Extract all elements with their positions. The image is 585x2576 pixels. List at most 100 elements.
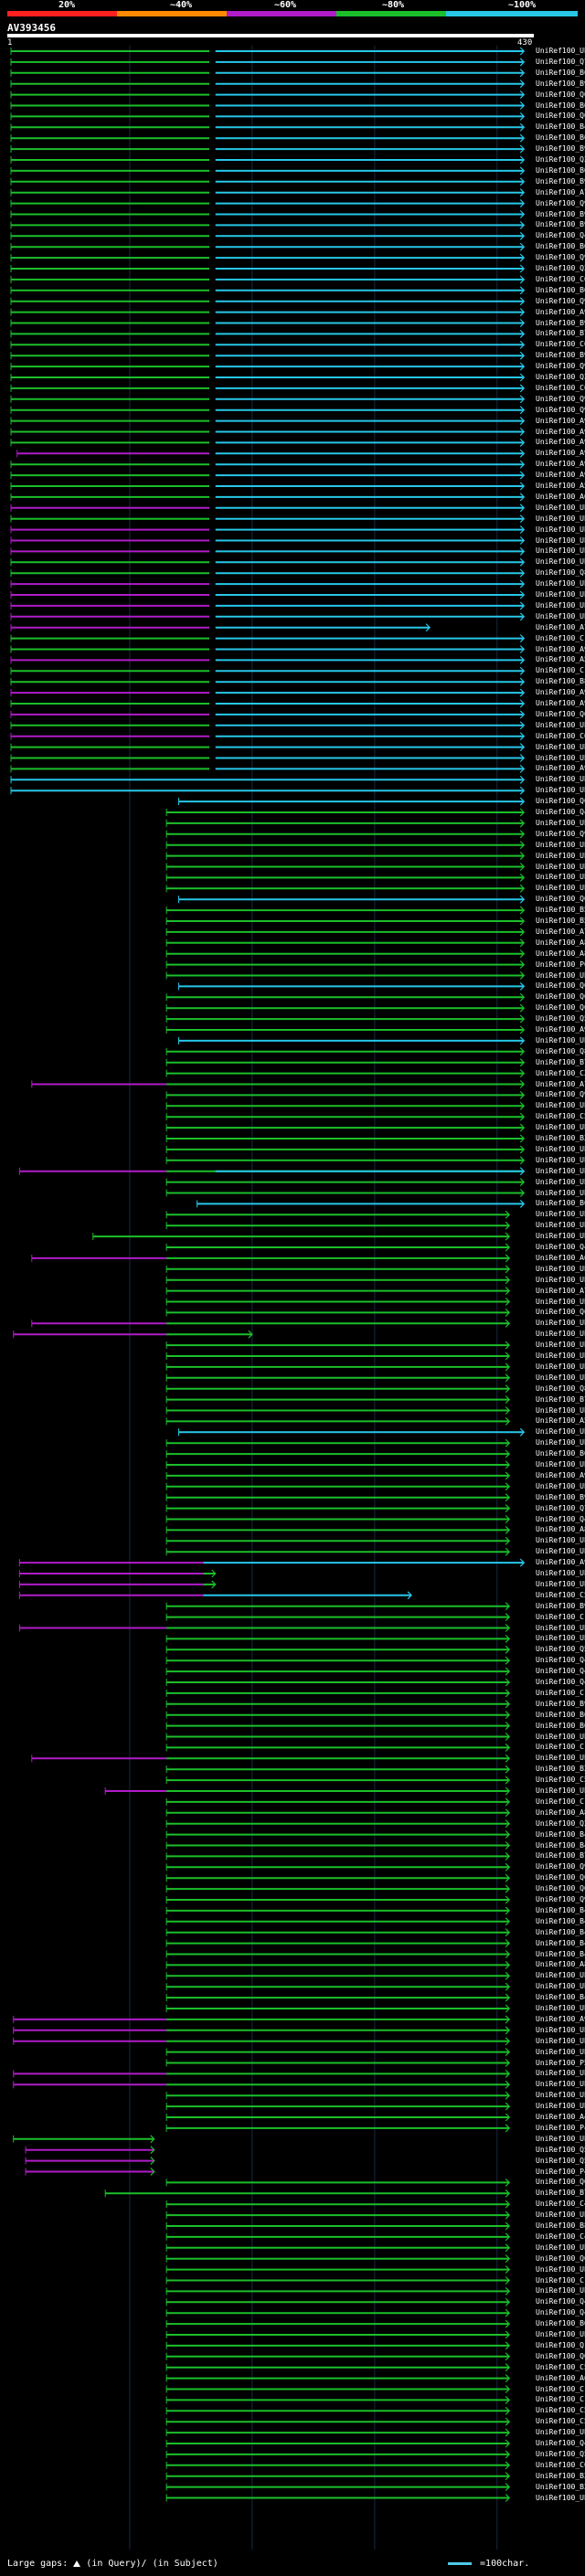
hit-row[interactable] (165, 1602, 511, 1611)
hit-row[interactable] (31, 1754, 511, 1763)
hit-label[interactable]: UniRef100_A9S375 (536, 427, 585, 436)
hit-label[interactable]: UniRef100_UP1000... (536, 1438, 585, 1447)
hit-row[interactable] (10, 417, 526, 426)
hit-row[interactable] (18, 1624, 511, 1632)
hit-row[interactable] (10, 710, 526, 719)
hit-row[interactable] (165, 1993, 511, 2002)
hit-row[interactable] (165, 1851, 511, 1860)
hit-label[interactable]: UniRef100_A8UFC5 (536, 1525, 585, 1534)
hit-row[interactable] (165, 971, 526, 980)
hit-row[interactable] (165, 1689, 511, 1698)
hit-row[interactable] (165, 2439, 511, 2448)
hit-row[interactable] (165, 1482, 511, 1491)
hit-label[interactable]: UniRef100_UP1000... (536, 1373, 585, 1382)
hit-row[interactable] (165, 2276, 511, 2284)
hit-row[interactable] (165, 2243, 511, 2253)
hit-row[interactable] (31, 1254, 511, 1263)
hit-label[interactable]: UniRef100_A7PJ11 (536, 187, 585, 196)
hit-label[interactable]: UniRef100_A9P0C6 (536, 764, 585, 773)
hit-label[interactable]: UniRef100_A9S4N7 (536, 460, 585, 469)
hit-row[interactable] (165, 2048, 511, 2057)
hit-row[interactable] (16, 449, 526, 458)
hit-label[interactable]: UniRef100_Q4G0E9 (536, 1667, 585, 1676)
hit-row[interactable] (10, 90, 526, 100)
hit-row[interactable] (92, 1232, 511, 1241)
hit-row[interactable] (165, 1884, 511, 1893)
hit-label[interactable]: UniRef100_B6QG08 (536, 2319, 585, 2328)
hit-label[interactable]: UniRef100_C5UG02 (536, 1112, 585, 1121)
hit-row[interactable] (165, 2406, 511, 2415)
hit-label[interactable]: UniRef100_B9HBN0 (536, 79, 585, 88)
hit-row[interactable] (25, 2157, 155, 2166)
hit-row[interactable] (10, 568, 526, 578)
hit-row[interactable] (31, 1319, 511, 1328)
hit-label[interactable]: UniRef100_Q6DEP9 (536, 797, 585, 806)
hit-label[interactable]: UniRef100_UP1000... (536, 1341, 585, 1350)
hit-label[interactable]: UniRef100_Q39682 (536, 155, 585, 164)
hit-row[interactable] (165, 1830, 511, 1839)
hit-label[interactable]: UniRef100_A9TGJ3 (536, 416, 585, 425)
hit-row[interactable] (165, 1536, 511, 1545)
hit-row[interactable] (165, 2363, 511, 2372)
hit-label[interactable]: UniRef100_B4FZG0 (536, 122, 585, 132)
hit-row[interactable] (10, 601, 526, 610)
hit-row[interactable] (165, 2330, 511, 2339)
hit-label[interactable]: UniRef100_C3YD43 (536, 1068, 585, 1077)
hit-row[interactable] (165, 1819, 511, 1829)
hit-row[interactable] (165, 873, 526, 882)
hit-label[interactable]: UniRef100_UP1000... (536, 1144, 585, 1153)
hit-row[interactable] (165, 1808, 511, 1818)
hit-row[interactable] (18, 1558, 526, 1567)
hit-label[interactable]: UniRef100_B5FZ39 (536, 917, 585, 925)
hit-row[interactable] (10, 264, 526, 273)
hit-row[interactable] (165, 1069, 526, 1078)
hit-label[interactable]: UniRef100_B4L968 (536, 1938, 585, 1947)
hit-row[interactable] (10, 743, 526, 752)
hit-label[interactable]: UniRef100_UP1000... (536, 2134, 585, 2143)
hit-row[interactable] (165, 2494, 511, 2502)
hit-label[interactable]: UniRef100_Q4E2Y1 (536, 2308, 585, 2317)
hit-label[interactable]: UniRef100_P62750 (536, 959, 585, 969)
hit-label[interactable]: UniRef100_Q97118 (536, 1895, 585, 1903)
hit-label[interactable]: UniRef100_UP1000... (536, 2493, 585, 2502)
hit-label[interactable]: UniRef100_UP1000... (536, 818, 585, 827)
hit-row[interactable] (10, 557, 526, 567)
hit-label[interactable]: UniRef100_UP1000... (536, 2069, 585, 2078)
hit-row[interactable] (165, 1525, 511, 1534)
hit-row[interactable] (10, 525, 526, 535)
hit-label[interactable]: UniRef100_UP1000... (536, 873, 585, 882)
hit-row[interactable] (10, 133, 526, 143)
hit-row[interactable] (10, 775, 526, 784)
hit-label[interactable]: UniRef100_UP1000... (536, 557, 585, 567)
hit-label[interactable]: UniRef100_Q1DTJ3 (536, 2340, 585, 2349)
hit-label[interactable]: UniRef100_UP1000... (536, 1536, 585, 1545)
hit-label[interactable]: UniRef100_B4MND4 (536, 1993, 585, 2002)
hit-label[interactable]: UniRef100_C4JMH3 (536, 2231, 585, 2241)
hit-label[interactable]: UniRef100_UP1000... (536, 1362, 585, 1371)
hit-row[interactable] (165, 884, 526, 893)
hit-row[interactable] (10, 754, 526, 762)
hit-row[interactable] (165, 1243, 511, 1252)
hit-row[interactable] (178, 1036, 526, 1045)
hit-row[interactable] (165, 2472, 511, 2481)
hit-label[interactable]: UniRef100_C5TJY8 (536, 1590, 585, 1599)
hit-row[interactable] (165, 1276, 511, 1285)
hit-label[interactable]: UniRef100_B9PNS5 (536, 1699, 585, 1708)
hit-label[interactable]: UniRef100_C5JYP6 (536, 2406, 585, 2415)
hit-label[interactable]: UniRef100_A7MR36 (536, 927, 585, 936)
hit-label[interactable]: UniRef100_A9NTI1 (536, 688, 585, 697)
hit-label[interactable]: UniRef100_C6T5B2 (536, 274, 585, 283)
hit-row[interactable] (165, 1047, 526, 1056)
hit-label[interactable]: UniRef100_B7TS96 (536, 1057, 585, 1066)
hit-row[interactable] (165, 2210, 511, 2220)
hit-label[interactable]: UniRef100_UP1000... (536, 2428, 585, 2437)
hit-label[interactable]: UniRef100_UP1000... (536, 1405, 585, 1415)
hit-label[interactable]: UniRef100_UP1000... (536, 1264, 585, 1273)
hit-label[interactable]: UniRef100_B9SYP0 (536, 209, 585, 218)
hit-label[interactable]: UniRef100_UP1000... (536, 1319, 585, 1328)
hit-label[interactable]: UniRef100_UP1000... (536, 503, 585, 512)
hit-label[interactable]: UniRef100_B2DBJ8 (536, 1765, 585, 1774)
hit-row[interactable] (10, 122, 526, 132)
hit-row[interactable] (165, 1471, 511, 1480)
hit-row[interactable] (165, 863, 526, 871)
